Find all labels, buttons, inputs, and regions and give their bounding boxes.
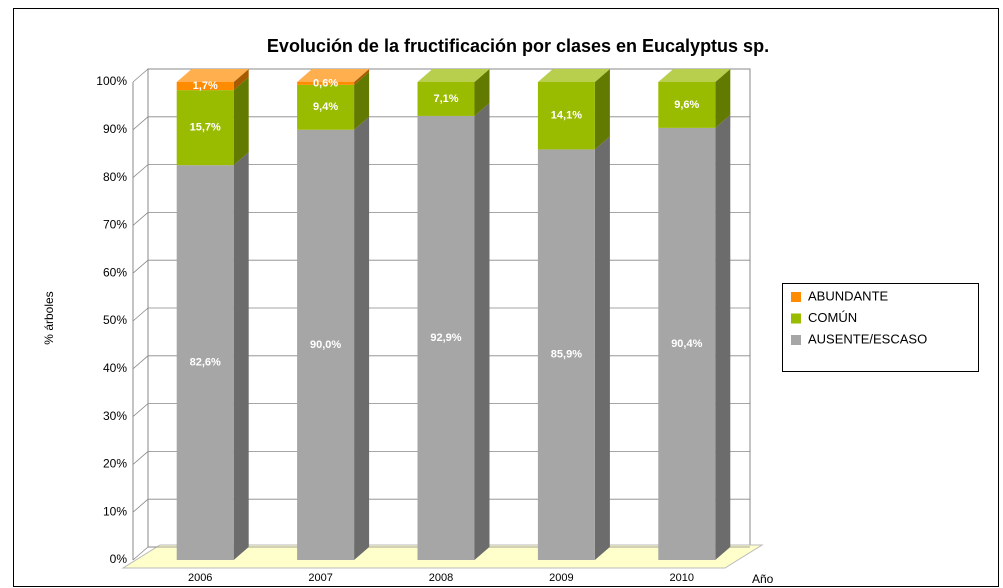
bar: [297, 129, 355, 561]
x-tick-label: 2010: [670, 572, 694, 584]
bar-side: [474, 102, 490, 561]
y-tick-label: 70%: [103, 218, 127, 232]
bar-side: [233, 77, 249, 166]
bar: [176, 165, 234, 560]
bar-side: [354, 69, 370, 85]
bar-side: [233, 69, 249, 91]
grid-line: [132, 68, 750, 83]
legend-box: [782, 283, 979, 372]
data-label: 82,6%: [190, 356, 221, 368]
bar: [176, 90, 234, 166]
bar-top: [537, 69, 610, 82]
bar: [417, 82, 475, 116]
bar-side: [354, 71, 370, 130]
y-tick-label: 30%: [103, 409, 127, 423]
bar: [417, 115, 475, 561]
data-label: 9,4%: [313, 101, 338, 113]
data-label: 85,9%: [551, 349, 582, 361]
x-axis-label: Año: [752, 572, 774, 586]
legend-swatch: [791, 292, 801, 302]
bar: [537, 82, 595, 150]
bar-side: [594, 69, 610, 150]
y-tick-label: 0%: [110, 552, 128, 566]
bar: [658, 127, 716, 560]
bar-side: [715, 69, 731, 128]
bar-side: [474, 69, 490, 116]
bar: [176, 82, 234, 91]
data-label: 9,6%: [674, 99, 699, 111]
y-tick-label: 10%: [103, 504, 127, 518]
bar: [537, 149, 595, 560]
y-tick-label: 90%: [103, 122, 127, 136]
data-label: 1,7%: [193, 80, 218, 92]
legend-label: ABUNDANTE: [808, 288, 889, 303]
bar-top: [176, 69, 249, 82]
y-tick-label: 20%: [103, 457, 127, 471]
data-label: 90,4%: [671, 338, 702, 350]
y-tick-label: 100%: [96, 74, 127, 88]
data-label: 0,6%: [313, 77, 338, 89]
bar-side: [594, 136, 610, 560]
x-tick-label: 2007: [308, 572, 332, 584]
bar-side: [715, 114, 731, 560]
bar-top: [297, 69, 370, 82]
y-axis-label: % árboles: [42, 291, 56, 344]
bar-top: [417, 69, 490, 82]
legend-swatch: [791, 335, 801, 345]
legend-label: COMÚN: [808, 310, 857, 325]
x-tick-label: 2006: [188, 572, 212, 584]
bar: [658, 82, 716, 128]
data-label: 7,1%: [433, 93, 458, 105]
legend-swatch: [791, 313, 801, 324]
bar: [297, 82, 355, 85]
data-label: 15,7%: [190, 122, 221, 134]
y-tick-label: 50%: [103, 313, 127, 327]
data-label: 92,9%: [430, 332, 461, 344]
legend-label: AUSENTE/ESCASO: [808, 331, 927, 346]
x-tick-label: 2008: [429, 572, 453, 584]
bar: [297, 84, 355, 130]
bar-side: [233, 152, 249, 560]
bar-top: [658, 69, 731, 82]
y-tick-label: 60%: [103, 265, 127, 279]
bar-side: [354, 116, 370, 561]
data-label: 90,0%: [310, 339, 341, 351]
data-label: 14,1%: [551, 110, 582, 122]
x-tick-label: 2009: [549, 572, 573, 584]
chart-title: Evolución de la fructificación por clase…: [267, 36, 769, 56]
y-tick-label: 80%: [103, 170, 127, 184]
y-tick-label: 40%: [103, 361, 127, 375]
